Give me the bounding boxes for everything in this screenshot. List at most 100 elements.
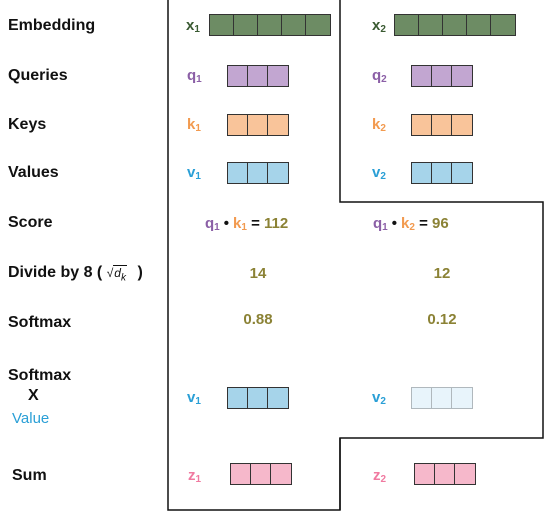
score-1-value: 112	[264, 215, 289, 232]
softmax-1: 0.88	[243, 311, 273, 328]
divided-1: 14	[249, 265, 267, 282]
x2-vector	[394, 14, 516, 36]
score-2-q-letter: q	[373, 215, 383, 232]
z2-cell	[435, 464, 455, 484]
sqrt-dk-term: dk	[113, 265, 127, 283]
z1-cell	[231, 464, 251, 484]
k1-cell	[268, 115, 288, 135]
x1-cell	[306, 15, 330, 35]
v1-cell	[248, 163, 268, 183]
sqrt-dk: √dk	[106, 265, 127, 283]
divide-text: Divide by 8 (	[8, 264, 103, 281]
q2-sub: 2	[381, 74, 387, 85]
weighted-v2-cell	[412, 388, 432, 408]
k2-vector	[411, 114, 473, 136]
v1-sub: 1	[195, 171, 201, 182]
q2-cell	[452, 66, 472, 86]
k1-label: k1	[187, 116, 201, 134]
v2-vector	[411, 162, 473, 184]
x1-cell	[282, 15, 306, 35]
column-1-outline	[167, 0, 544, 511]
row-label-divide: Divide by 8 ( √dk )	[8, 264, 143, 283]
v1-letter: v	[187, 164, 196, 181]
row-label-softmax-x: Softmax	[8, 367, 72, 384]
weighted-v2-cell	[432, 388, 452, 408]
divided-2: 12	[433, 265, 451, 282]
k1-cell	[228, 115, 248, 135]
k2-cell	[452, 115, 472, 135]
x1-letter: x	[186, 17, 195, 34]
sqrt-symbol: √	[106, 266, 114, 280]
weighted-v1-label: v1	[187, 389, 201, 407]
v1-vector	[227, 162, 289, 184]
divide-close: )	[137, 264, 143, 281]
score-1-k-letter: k	[233, 215, 242, 232]
q1-label: q1	[187, 67, 202, 85]
x2-cell	[395, 15, 419, 35]
row-label-queries: Queries	[8, 67, 68, 84]
v2-letter: v	[372, 164, 381, 181]
k1-sub: 1	[195, 123, 201, 134]
score-1-eq: =	[251, 215, 260, 232]
z1-label: z1	[188, 467, 201, 485]
q2-cell	[432, 66, 452, 86]
z1-cell	[271, 464, 291, 484]
score-1-q-sub: 1	[214, 222, 220, 233]
score-2-k: k2	[401, 215, 415, 233]
row-label-x: X	[28, 387, 39, 404]
score-2-eq: =	[419, 215, 428, 232]
z2-cell	[415, 464, 435, 484]
k1-vector	[227, 114, 289, 136]
v2-cell	[412, 163, 432, 183]
weighted-v1-vector	[227, 387, 289, 409]
score-2-value: 96	[432, 215, 449, 232]
k2-sub: 2	[380, 123, 386, 134]
x1-label: x1	[186, 17, 200, 35]
v2-sub: 2	[380, 171, 386, 182]
row-label-softmax: Softmax	[8, 314, 72, 331]
row-label-embedding: Embedding	[8, 17, 96, 34]
q2-vector	[411, 65, 473, 87]
x2-label: x2	[372, 17, 386, 35]
k2-cell	[412, 115, 432, 135]
k2-cell	[432, 115, 452, 135]
x2-sub: 2	[380, 24, 386, 35]
k2-letter: k	[372, 116, 381, 133]
q1-cell	[228, 66, 248, 86]
v2-label: v2	[372, 164, 386, 182]
x1-cell	[210, 15, 234, 35]
z2-cell	[455, 464, 475, 484]
score-1-q: q1	[205, 215, 220, 233]
weighted-v1-cell	[248, 388, 268, 408]
score-2-dot: •	[391, 215, 397, 232]
z1-vector	[230, 463, 292, 485]
v1-cell	[228, 163, 248, 183]
weighted-v2-cell	[452, 388, 472, 408]
k1-letter: k	[187, 116, 196, 133]
weighted-v1-sub: 1	[195, 396, 201, 407]
x1-cell	[234, 15, 258, 35]
q2-label: q2	[372, 67, 387, 85]
v1-cell	[268, 163, 288, 183]
q1-cell	[248, 66, 268, 86]
softmax-2: 0.12	[427, 311, 457, 328]
x2-cell	[467, 15, 491, 35]
x2-cell	[419, 15, 443, 35]
z1-sub: 1	[195, 474, 202, 485]
x2-letter: x	[372, 17, 381, 34]
z2-sub: 2	[380, 474, 387, 485]
q1-vector	[227, 65, 289, 87]
weighted-v2-letter: v	[372, 389, 381, 406]
score-1-k-sub: 1	[241, 222, 247, 233]
row-label-values: Values	[8, 164, 59, 181]
row-label-sum: Sum	[12, 467, 47, 484]
weighted-v1-cell	[228, 388, 248, 408]
weighted-v1-cell	[268, 388, 288, 408]
v2-cell	[452, 163, 472, 183]
score-2-q-sub: 1	[382, 222, 388, 233]
row-label-score: Score	[8, 214, 53, 231]
score-1-q-letter: q	[205, 215, 215, 232]
v2-cell	[432, 163, 452, 183]
weighted-v1-letter: v	[187, 389, 196, 406]
